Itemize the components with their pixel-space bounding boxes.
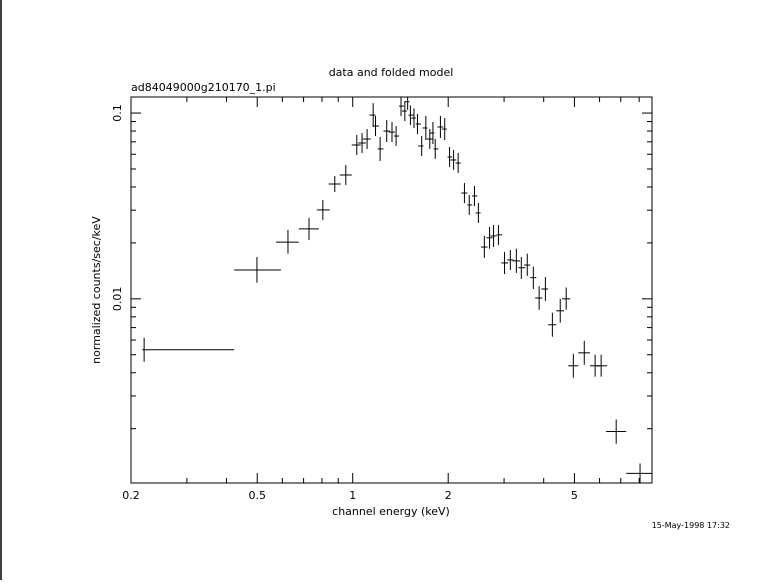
chart-title: data and folded model (329, 66, 454, 79)
y-axis-label: normalized counts/sec/keV (90, 216, 103, 364)
y-tick-label: 0.1 (111, 104, 124, 122)
chart-subtitle: ad84049000g210170_1.pi (131, 81, 276, 94)
x-tick-label: 1 (349, 489, 356, 502)
plot-frame (130, 96, 653, 484)
x-tick-label: 2 (445, 489, 452, 502)
timestamp: 15-May-1998 17:32 (652, 521, 730, 530)
x-tick-label: 5 (571, 489, 578, 502)
x-tick-label: 0.2 (122, 489, 140, 502)
data-layer (142, 97, 652, 483)
x-axis-label: channel energy (keV) (332, 505, 450, 518)
y-tick-label: 0.01 (111, 287, 124, 312)
x-tick-label: 0.5 (248, 489, 266, 502)
